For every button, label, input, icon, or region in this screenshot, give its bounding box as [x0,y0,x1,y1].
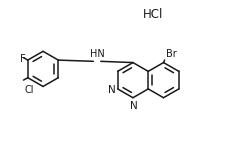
Text: HCl: HCl [143,8,163,21]
Text: Br: Br [166,49,177,59]
Text: HN: HN [90,49,104,59]
Text: N: N [108,85,116,95]
Text: Cl: Cl [24,85,34,95]
Text: N: N [130,101,137,111]
Text: F: F [20,54,26,64]
